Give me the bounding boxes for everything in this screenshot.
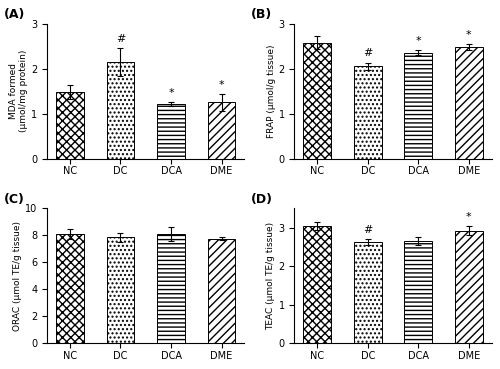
Y-axis label: TEAC (μmol TE/g tissue): TEAC (μmol TE/g tissue) (266, 222, 276, 330)
Bar (404, 241, 432, 343)
Bar (455, 231, 482, 343)
Bar (56, 234, 84, 343)
Text: *: * (416, 36, 421, 46)
Bar (106, 62, 134, 159)
Text: (C): (C) (4, 193, 24, 206)
Text: (A): (A) (4, 8, 25, 21)
Text: *: * (168, 87, 174, 97)
Bar (106, 237, 134, 343)
Text: (B): (B) (251, 8, 272, 21)
Bar (157, 104, 185, 159)
Text: *: * (466, 212, 471, 222)
Bar (56, 92, 84, 159)
Bar (208, 103, 236, 159)
Text: *: * (466, 30, 471, 39)
Text: *: * (219, 80, 224, 90)
Bar (404, 53, 432, 159)
Y-axis label: MDA formed
(μmol/mg protein): MDA formed (μmol/mg protein) (9, 50, 29, 132)
Y-axis label: ORAC (μmol TE/g tissue): ORAC (μmol TE/g tissue) (14, 221, 22, 331)
Text: (D): (D) (251, 193, 273, 206)
Y-axis label: FRAP (μmol/g tissue): FRAP (μmol/g tissue) (266, 45, 276, 138)
Bar (354, 66, 382, 159)
Bar (208, 239, 236, 343)
Text: #: # (363, 225, 372, 235)
Bar (455, 47, 482, 159)
Bar (304, 226, 331, 343)
Bar (354, 242, 382, 343)
Bar (304, 43, 331, 159)
Bar (157, 234, 185, 343)
Text: #: # (116, 34, 125, 44)
Text: #: # (363, 48, 372, 58)
